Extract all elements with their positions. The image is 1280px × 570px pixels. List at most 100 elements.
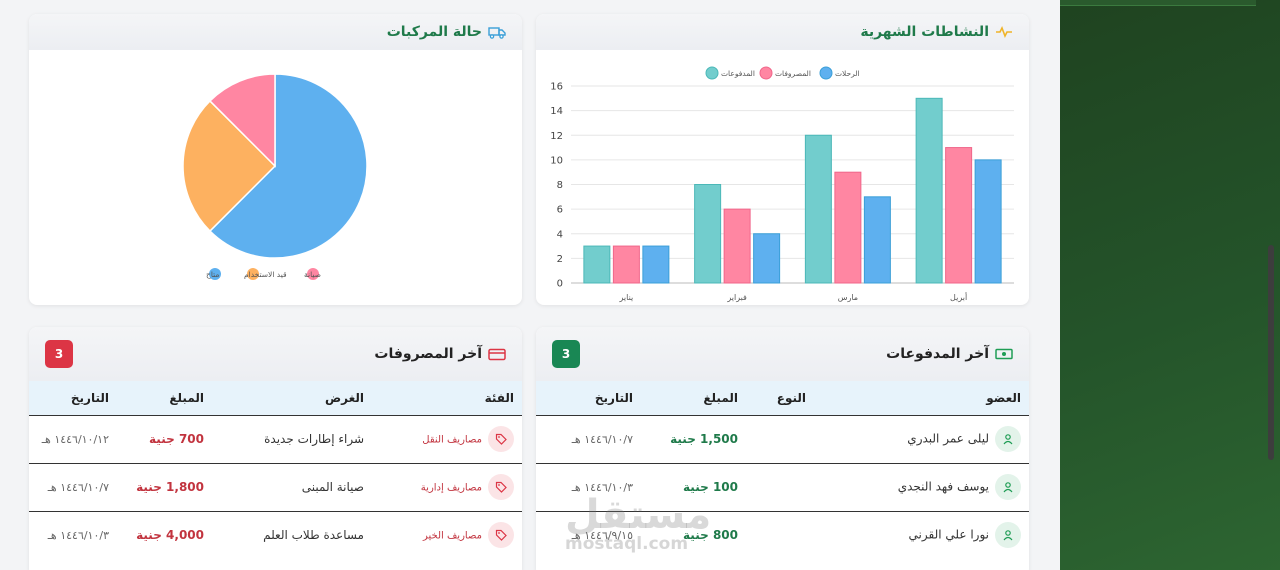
type-cell — [746, 510, 814, 559]
y-tick-label: 6 — [557, 205, 563, 216]
user-icon — [995, 474, 1021, 500]
scrollbar[interactable] — [1268, 245, 1274, 460]
card-header: النشاطات الشهرية — [536, 14, 1029, 50]
sidebar — [1060, 0, 1280, 570]
legend-swatch-0 — [705, 66, 719, 80]
y-tick-label: 0 — [557, 279, 563, 290]
card-header: آخر المصروفات 3 — [29, 327, 522, 381]
x-tick-label: مارس — [838, 293, 858, 302]
payments-count-badge: 3 — [552, 340, 580, 368]
member-cell: نورا علي القرني — [814, 510, 1029, 559]
vehicle-status-card: حالة المركبات متاح قيد الاستخدام صيانة — [29, 14, 522, 305]
column-header-type: النوع — [746, 381, 814, 415]
legend-swatch-0 — [209, 268, 221, 280]
table-header-row: العضو النوع المبلغ التاريخ — [536, 381, 1029, 415]
column-header-category: الفئة — [372, 381, 522, 415]
card-title: آخر المصروفات — [374, 346, 506, 362]
bar-1-2 — [834, 171, 862, 284]
bar-2-1 — [753, 233, 781, 284]
bar-0-0 — [583, 245, 611, 284]
legend-swatch-1 — [247, 268, 259, 280]
date-cell: ١٤٤٦/٩/١٥ هـ — [536, 510, 641, 559]
y-tick-label: 14 — [550, 106, 563, 117]
table-row[interactable]: يوسف فهد النجدي 100 جنية ١٤٤٦/١٠/٣ هـ — [536, 462, 1029, 511]
activity-icon — [995, 25, 1013, 39]
table-row[interactable]: مصاريف الخير مساعدة طلاب العلم 4,000 جني… — [29, 510, 522, 559]
expenses-table: الفئة الغرض المبلغ التاريخ مصاريف النقل … — [29, 381, 522, 559]
date-cell: ١٤٤٦/١٠/٧ هـ — [536, 414, 641, 463]
bar-1-1 — [723, 208, 751, 284]
latest-payments-card: آخر المدفوعات 3 العضو النوع المبلغ التار… — [536, 327, 1029, 570]
truck-icon — [488, 25, 506, 39]
category-cell: مصاريف إدارية — [372, 462, 522, 511]
type-cell — [746, 414, 814, 463]
category-cell: مصاريف النقل — [372, 414, 522, 463]
column-header-purpose: الغرض — [212, 381, 372, 415]
date-cell: ١٤٤٦/١٠/١٢ هـ — [29, 414, 117, 463]
column-header-member: العضو — [814, 381, 1029, 415]
column-header-date: التاريخ — [29, 381, 117, 415]
type-cell — [746, 462, 814, 511]
column-header-amount: المبلغ — [117, 381, 212, 415]
date-cell: ١٤٤٦/١٠/٣ هـ — [536, 462, 641, 511]
watermark-url: mostaql.com — [565, 534, 689, 554]
monthly-activities-card: النشاطات الشهرية المدفوعات المصروفات الرحل… — [536, 14, 1029, 305]
table-row[interactable]: مصاريف إدارية صيانة المبنى 1,800 جنية ١٤… — [29, 462, 522, 511]
main-content: النشاطات الشهرية المدفوعات المصروفات الرحل… — [29, 14, 1029, 570]
category-cell: مصاريف الخير — [372, 510, 522, 559]
y-tick-label: 16 — [550, 82, 563, 93]
tag-icon — [488, 474, 514, 500]
bar-0-1 — [694, 184, 722, 284]
user-icon — [995, 522, 1021, 549]
legend-label-0: متاح — [206, 270, 219, 279]
bar-1-3 — [945, 147, 973, 284]
x-tick-label: يناير — [619, 293, 634, 302]
pie-slice-2 — [208, 73, 276, 168]
card-title: النشاطات الشهرية — [860, 24, 1013, 40]
watermark-brand: مستقل — [565, 492, 712, 538]
amount-cell: 1,800 جنية — [117, 462, 212, 511]
latest-expenses-card: آخر المصروفات 3 الفئة الغرض المبلغ التار… — [29, 327, 522, 570]
date-cell: ١٤٤٦/١٠/٣ هـ — [29, 510, 117, 559]
amount-cell: 700 جنية — [117, 414, 212, 463]
expenses-count-badge: 3 — [45, 340, 73, 368]
pie-slice-1 — [182, 99, 277, 233]
column-header-date: التاريخ — [536, 381, 641, 415]
bar-2-3 — [974, 159, 1002, 284]
column-header-amount: المبلغ — [641, 381, 746, 415]
amount-cell: 1,500 جنية — [641, 414, 746, 463]
bar-2-0 — [642, 245, 670, 284]
x-tick-label: أبريل — [950, 292, 967, 302]
y-tick-label: 10 — [550, 155, 563, 166]
legend-swatch-1 — [759, 66, 773, 80]
bar-2-2 — [863, 196, 891, 284]
member-cell: يوسف فهد النجدي — [814, 462, 1029, 511]
date-cell: ١٤٤٦/١٠/٧ هـ — [29, 462, 117, 511]
sidebar-header-strip — [1060, 0, 1256, 6]
member-cell: ليلى عمر البدري — [814, 414, 1029, 463]
table-row[interactable]: نورا علي القرني 800 جنية ١٤٤٦/٩/١٥ هـ — [536, 510, 1029, 559]
user-icon — [995, 426, 1021, 452]
legend-label-2: صيانة — [304, 270, 321, 279]
card-title: آخر المدفوعات — [886, 346, 1013, 362]
money-icon — [995, 347, 1013, 361]
y-tick-label: 12 — [550, 131, 563, 142]
table-row[interactable]: مصاريف النقل شراء إطارات جديدة 700 جنية … — [29, 414, 522, 463]
pie-slice-0 — [208, 73, 368, 259]
bar-1-0 — [612, 245, 640, 284]
bar-0-2 — [804, 134, 832, 284]
table-row[interactable]: ليلى عمر البدري 1,500 جنية ١٤٤٦/١٠/٧ هـ — [536, 414, 1029, 463]
purpose-cell: صيانة المبنى — [212, 462, 372, 511]
tag-icon — [488, 522, 514, 549]
payments-table: العضو النوع المبلغ التاريخ ليلى عمر البد… — [536, 381, 1029, 559]
card-header: آخر المدفوعات 3 — [536, 327, 1029, 381]
legend-label-1: قيد الاستخدام — [244, 270, 287, 279]
tag-icon — [488, 426, 514, 452]
y-tick-label: 8 — [557, 180, 563, 191]
amount-cell: 4,000 جنية — [117, 510, 212, 559]
credit-card-icon — [488, 347, 506, 361]
table-header-row: الفئة الغرض المبلغ التاريخ — [29, 381, 522, 415]
legend-label-2: الرحلات — [835, 69, 860, 78]
bar-0-3 — [915, 97, 943, 284]
legend-swatch-2 — [819, 66, 833, 80]
